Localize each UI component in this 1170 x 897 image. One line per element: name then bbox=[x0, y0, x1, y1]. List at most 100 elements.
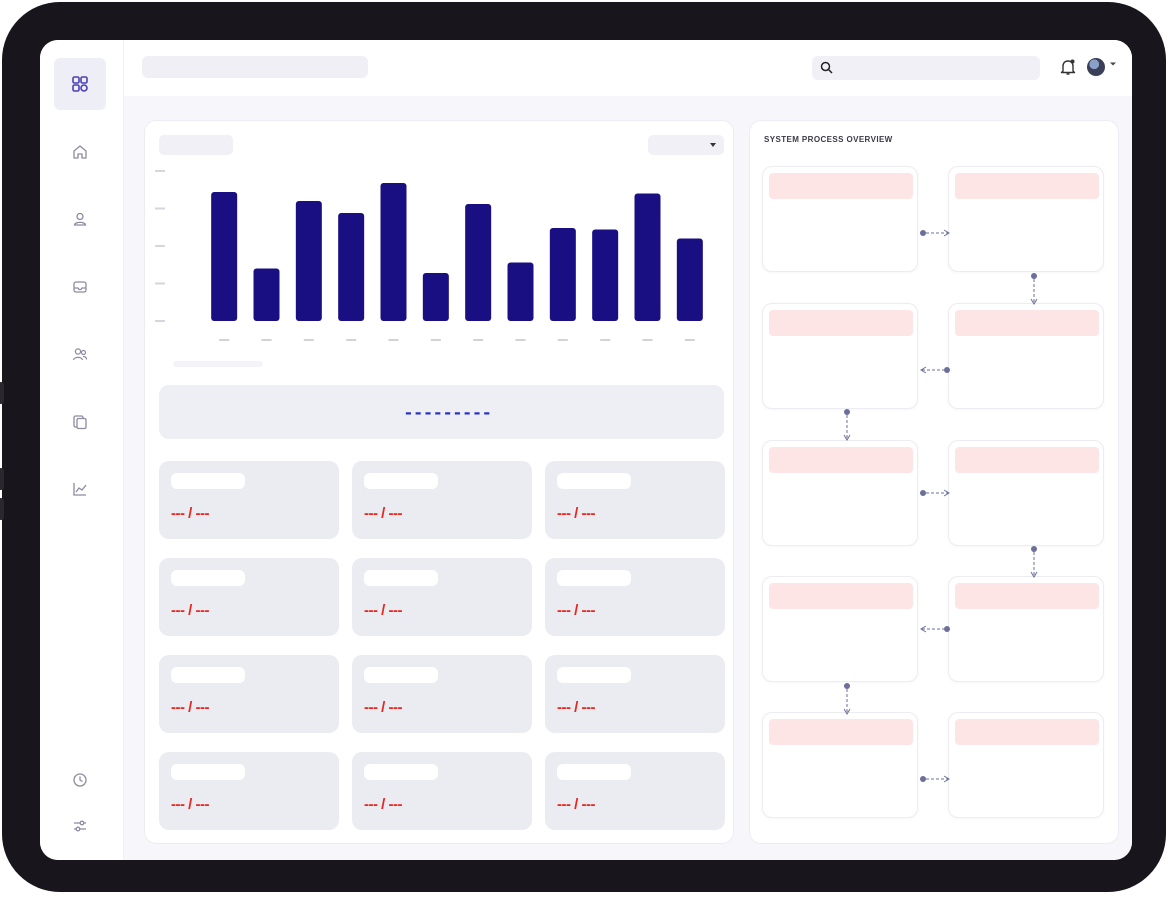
period-dropdown[interactable] bbox=[648, 135, 724, 155]
sidebar-item-inbox[interactable] bbox=[68, 275, 92, 299]
chart-bar[interactable] bbox=[634, 193, 661, 322]
process-step[interactable] bbox=[762, 440, 918, 546]
summary-banner: --------- bbox=[159, 385, 724, 439]
stat-card[interactable]: --- / --- bbox=[159, 752, 339, 830]
chart-bar[interactable] bbox=[549, 228, 576, 321]
flow-arrow bbox=[920, 625, 950, 633]
chart-bar[interactable] bbox=[295, 201, 322, 321]
stat-card[interactable]: --- / --- bbox=[159, 558, 339, 636]
sidebar-item-documents[interactable] bbox=[68, 410, 92, 434]
chart-legend-placeholder bbox=[173, 361, 263, 367]
flow-arrow bbox=[1030, 273, 1038, 305]
chart-card: --------- --- / --- --- / --- --- / --- ---… bbox=[144, 120, 734, 844]
x-tick-label bbox=[430, 339, 441, 341]
users-icon bbox=[72, 348, 88, 361]
process-step-header bbox=[955, 310, 1099, 336]
stat-card[interactable]: --- / --- bbox=[352, 655, 532, 733]
process-step-header bbox=[769, 583, 913, 609]
sidebar-item-settings[interactable] bbox=[68, 814, 92, 838]
chevron-down-icon bbox=[710, 143, 716, 147]
bar-chart bbox=[155, 170, 703, 341]
flow-arrow bbox=[920, 489, 950, 497]
stat-value: --- / --- bbox=[171, 796, 209, 813]
y-tick-label bbox=[155, 282, 165, 285]
chart-bar[interactable] bbox=[338, 213, 365, 321]
chart-bar[interactable] bbox=[422, 273, 449, 321]
chart-bar[interactable] bbox=[592, 229, 619, 322]
stat-value: --- / --- bbox=[364, 505, 402, 522]
process-step-header bbox=[955, 447, 1099, 473]
sidebar-item-history[interactable] bbox=[68, 768, 92, 792]
stat-card[interactable]: --- / --- bbox=[545, 461, 725, 539]
stat-value: --- / --- bbox=[364, 602, 402, 619]
stat-card[interactable]: --- / --- bbox=[352, 461, 532, 539]
process-step[interactable] bbox=[948, 712, 1104, 818]
stat-label-placeholder bbox=[364, 473, 438, 489]
stat-label-placeholder bbox=[364, 667, 438, 683]
app-logo-tile[interactable] bbox=[54, 58, 106, 110]
chart-bar[interactable] bbox=[507, 262, 534, 322]
stat-card[interactable]: --- / --- bbox=[545, 558, 725, 636]
process-step[interactable] bbox=[762, 712, 918, 818]
tablet-side-button bbox=[0, 382, 4, 404]
stat-card[interactable]: --- / --- bbox=[545, 752, 725, 830]
chart-bar[interactable] bbox=[676, 238, 703, 322]
process-step[interactable] bbox=[948, 440, 1104, 546]
process-card: SYSTEM PROCESS OVERVIEW bbox=[749, 120, 1119, 844]
chart-bar[interactable] bbox=[380, 183, 407, 321]
main-area: --------- --- / --- --- / --- --- / --- ---… bbox=[124, 40, 1132, 860]
flow-arrow bbox=[843, 683, 851, 715]
stat-card[interactable]: --- / --- bbox=[159, 461, 339, 539]
tablet-side-button bbox=[0, 468, 4, 490]
flow-arrow bbox=[843, 409, 851, 441]
sidebar-item-analytics[interactable] bbox=[68, 477, 92, 501]
screen: --------- --- / --- --- / --- --- / --- ---… bbox=[40, 40, 1132, 860]
y-tick-label bbox=[155, 170, 165, 172]
summary-value: --------- bbox=[403, 404, 492, 424]
stat-card[interactable]: --- / --- bbox=[352, 752, 532, 830]
stat-value: --- / --- bbox=[171, 505, 209, 522]
stat-card[interactable]: --- / --- bbox=[159, 655, 339, 733]
process-step-header bbox=[769, 173, 913, 199]
chevron-down-icon[interactable] bbox=[1109, 60, 1117, 68]
process-step-header bbox=[769, 310, 913, 336]
stat-label-placeholder bbox=[364, 764, 438, 780]
process-step[interactable] bbox=[948, 166, 1104, 272]
stat-label-placeholder bbox=[171, 764, 245, 780]
process-step-header bbox=[955, 719, 1099, 745]
chart-bar[interactable] bbox=[253, 268, 280, 322]
sidebar-item-team[interactable] bbox=[68, 342, 92, 366]
x-tick-label bbox=[515, 339, 526, 341]
process-step[interactable] bbox=[762, 166, 918, 272]
flow-arrow bbox=[1030, 546, 1038, 578]
avatar[interactable] bbox=[1087, 58, 1105, 76]
flow-arrow bbox=[920, 366, 950, 374]
sidebar-item-profile[interactable] bbox=[68, 207, 92, 231]
app-logo-icon bbox=[72, 76, 88, 92]
stat-card[interactable]: --- / --- bbox=[352, 558, 532, 636]
stat-value: --- / --- bbox=[171, 699, 209, 716]
process-step[interactable] bbox=[948, 303, 1104, 409]
stat-value: --- / --- bbox=[557, 796, 595, 813]
stat-label-placeholder bbox=[171, 473, 245, 489]
y-tick-label bbox=[155, 320, 165, 322]
chart-bar[interactable] bbox=[211, 192, 238, 321]
search-input[interactable] bbox=[812, 56, 1040, 80]
chart-title-placeholder bbox=[159, 135, 233, 155]
stat-label-placeholder bbox=[171, 667, 245, 683]
process-step[interactable] bbox=[948, 576, 1104, 682]
chart-bar[interactable] bbox=[465, 204, 492, 321]
tablet-side-button bbox=[0, 498, 4, 520]
sidebar-item-home[interactable] bbox=[68, 140, 92, 164]
stat-value: --- / --- bbox=[557, 505, 595, 522]
bell-icon[interactable] bbox=[1060, 58, 1076, 76]
x-tick-label bbox=[388, 339, 399, 341]
process-step[interactable] bbox=[762, 576, 918, 682]
x-tick-label bbox=[600, 339, 611, 341]
stat-label-placeholder bbox=[364, 570, 438, 586]
analytics-icon bbox=[73, 483, 87, 496]
process-step-header bbox=[769, 719, 913, 745]
process-step[interactable] bbox=[762, 303, 918, 409]
stat-card[interactable]: --- / --- bbox=[545, 655, 725, 733]
process-step-header bbox=[955, 583, 1099, 609]
